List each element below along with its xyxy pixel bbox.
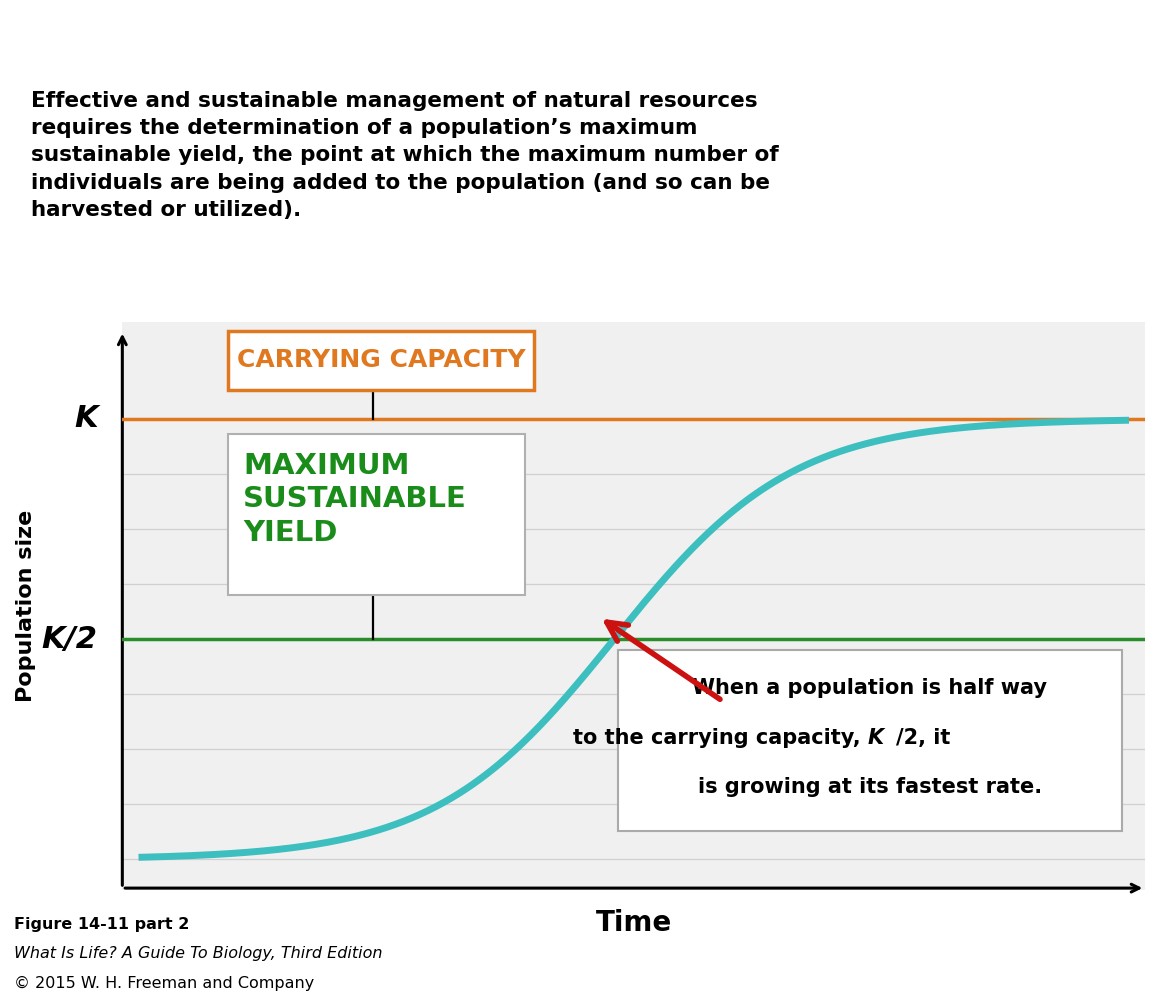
Text: K: K <box>75 404 98 434</box>
Text: K/2: K/2 <box>42 625 98 654</box>
Text: When a population is half way: When a population is half way <box>692 678 1047 697</box>
Text: Effective and sustainable management of natural resources
requires the determina: Effective and sustainable management of … <box>31 91 778 219</box>
Text: MAXIMUM
SUSTAINABLE
YIELD: MAXIMUM SUSTAINABLE YIELD <box>243 452 467 547</box>
FancyBboxPatch shape <box>227 435 524 596</box>
Text: CARRYING CAPACITY: CARRYING CAPACITY <box>236 348 525 372</box>
Text: What Is Life? A Guide To Biology, Third Edition: What Is Life? A Guide To Biology, Third … <box>14 946 382 961</box>
Text: to the carrying capacity,: to the carrying capacity, <box>573 728 868 748</box>
Text: Population size: Population size <box>15 510 36 702</box>
Text: MANAGING NATURAL RESOURCES: MANAGING NATURAL RESOURCES <box>58 14 1107 68</box>
FancyBboxPatch shape <box>227 331 535 390</box>
Text: Figure 14-11 part 2: Figure 14-11 part 2 <box>14 917 190 933</box>
Text: © 2015 W. H. Freeman and Company: © 2015 W. H. Freeman and Company <box>14 976 315 991</box>
Text: is growing at its fastest rate.: is growing at its fastest rate. <box>698 777 1042 797</box>
FancyBboxPatch shape <box>617 650 1122 831</box>
Text: K: K <box>868 728 884 748</box>
Text: Time: Time <box>595 909 672 938</box>
Text: /2, it: /2, it <box>896 728 951 748</box>
